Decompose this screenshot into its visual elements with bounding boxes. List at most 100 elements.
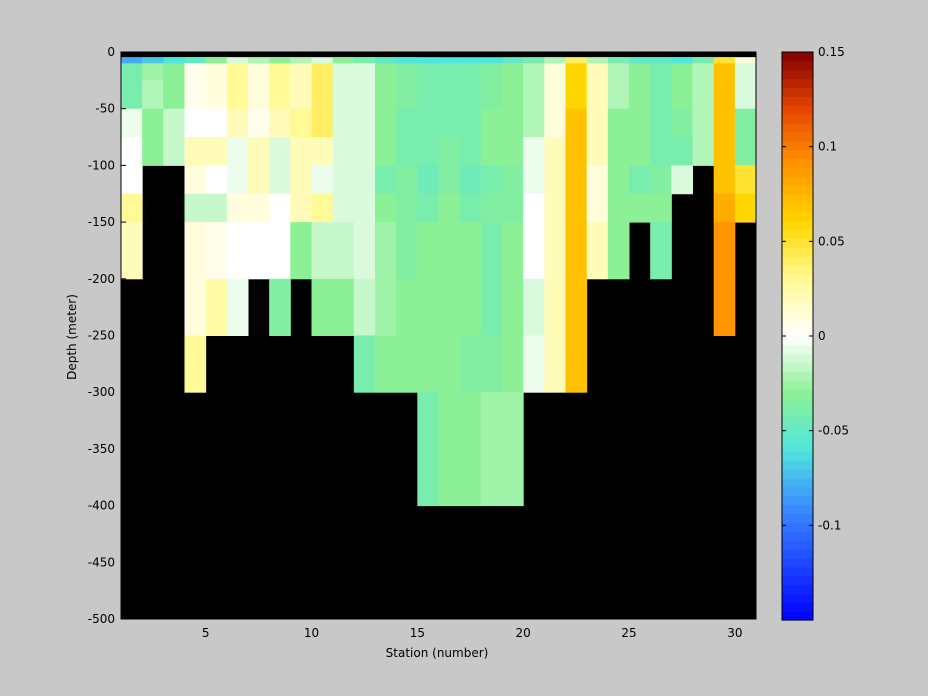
colorbar-swatch bbox=[782, 96, 813, 106]
colorbar-swatch bbox=[782, 451, 813, 461]
heatmap-cell bbox=[248, 193, 270, 223]
heatmap-cell bbox=[269, 222, 291, 280]
y-tick-label: 0 bbox=[107, 45, 115, 59]
heatmap-cell bbox=[523, 57, 545, 64]
heatmap-cell bbox=[734, 80, 757, 110]
heatmap-cell bbox=[586, 222, 609, 280]
heatmap-cell bbox=[332, 57, 355, 64]
heatmap-cell bbox=[396, 193, 418, 223]
heatmap-cell bbox=[502, 108, 524, 138]
heatmap-cell bbox=[269, 108, 291, 138]
heatmap-cell bbox=[713, 108, 736, 138]
heatmap-cell bbox=[290, 80, 312, 110]
heatmap-cell bbox=[353, 57, 376, 64]
colorbar-swatch bbox=[782, 300, 813, 310]
heatmap-cell bbox=[565, 63, 588, 81]
heatmap-cell bbox=[459, 335, 482, 393]
heatmap-cell bbox=[417, 108, 439, 138]
heatmap-cell bbox=[480, 335, 503, 393]
heatmap-cell bbox=[396, 80, 418, 110]
colorbar-swatch bbox=[782, 478, 813, 488]
heatmap-cell bbox=[459, 63, 482, 81]
heatmap-cell bbox=[438, 392, 461, 507]
heatmap-cell bbox=[713, 137, 736, 166]
x-tick-label: 25 bbox=[621, 626, 636, 640]
colorbar-swatch bbox=[782, 220, 813, 231]
heatmap-cell bbox=[565, 335, 588, 393]
heatmap-cell bbox=[290, 63, 312, 81]
heatmap-cell bbox=[311, 80, 334, 110]
heatmap-cell bbox=[713, 278, 736, 336]
colorbar-ticks: 0.15 0.1 0.05 0 -0.05 -0.1 bbox=[782, 45, 849, 532]
heatmap-cell bbox=[438, 222, 461, 280]
heatmap-cell bbox=[184, 63, 207, 81]
heatmap-cell bbox=[375, 278, 397, 336]
colorbar-swatch bbox=[782, 593, 813, 603]
heatmap-cell bbox=[671, 165, 693, 195]
colorbar-swatch bbox=[782, 185, 813, 195]
heatmap-cell bbox=[650, 108, 672, 138]
heatmap-cell bbox=[269, 80, 291, 110]
heatmap-cell bbox=[205, 193, 228, 223]
colorbar-swatch bbox=[782, 256, 813, 266]
heatmap-cell bbox=[142, 108, 164, 138]
heatmap-cell bbox=[671, 57, 693, 64]
heatmap-cell bbox=[650, 80, 672, 110]
colorbar-swatch bbox=[782, 114, 813, 124]
colorbar-tick-label: -0.1 bbox=[818, 518, 841, 532]
heatmap-cell bbox=[269, 137, 291, 166]
heatmap-cell bbox=[311, 57, 334, 64]
heatmap-cell bbox=[184, 108, 207, 138]
colorbar-swatch bbox=[782, 123, 813, 133]
y-tick-label: -50 bbox=[95, 102, 115, 116]
colorbar-swatch bbox=[782, 398, 813, 408]
heatmap-cell bbox=[607, 193, 630, 223]
heatmap-cell bbox=[438, 335, 461, 393]
heatmap-cell bbox=[480, 80, 503, 110]
heatmap-cell bbox=[502, 222, 524, 280]
colorbar-tick-label: 0.1 bbox=[818, 140, 837, 154]
colorbar-swatch bbox=[782, 318, 813, 328]
heatmap-cell bbox=[311, 193, 334, 223]
heatmap-cell bbox=[713, 193, 736, 223]
heatmap-cell bbox=[692, 108, 715, 138]
heatmap-cell bbox=[290, 137, 312, 166]
heatmap-cell bbox=[629, 193, 651, 223]
heatmap-cell bbox=[734, 108, 757, 138]
heatmap-cell bbox=[205, 278, 228, 336]
colorbar-swatch bbox=[782, 194, 813, 204]
heatmap-cell bbox=[163, 57, 185, 64]
heatmap-cell bbox=[438, 108, 461, 138]
heatmap-cell bbox=[671, 108, 693, 138]
heatmap-cell bbox=[142, 57, 164, 64]
heatmap-cell bbox=[565, 278, 588, 336]
heatmap-cell bbox=[650, 165, 672, 195]
heatmap-cell bbox=[248, 222, 270, 280]
heatmap-cell bbox=[332, 108, 355, 138]
heatmap-cell bbox=[523, 63, 545, 81]
colorbar-swatch bbox=[782, 495, 813, 506]
y-tick-label: -300 bbox=[88, 385, 115, 399]
y-axis-label: Depth (meter) bbox=[65, 294, 79, 380]
heatmap-cell bbox=[480, 57, 503, 64]
colorbar-swatch bbox=[782, 105, 813, 115]
heatmap-cell bbox=[586, 57, 609, 64]
heatmap-cell bbox=[332, 278, 355, 336]
heatmap-cell bbox=[417, 278, 439, 336]
heatmap-cell bbox=[396, 335, 418, 393]
y-tick-label: -250 bbox=[88, 329, 115, 343]
heatmap-cell bbox=[248, 137, 270, 166]
heatmap-cell bbox=[586, 63, 609, 81]
heatmap-cell bbox=[332, 63, 355, 81]
heatmap-cell bbox=[734, 63, 757, 81]
heatmap-cell bbox=[607, 57, 630, 64]
colorbar-swatch bbox=[782, 140, 813, 151]
heatmap-cell bbox=[480, 193, 503, 223]
heatmap-cell bbox=[163, 137, 185, 166]
heatmap-cell bbox=[565, 108, 588, 138]
heatmap-cell bbox=[121, 63, 143, 81]
colorbar-swatch bbox=[782, 265, 813, 275]
heatmap-cell bbox=[544, 278, 566, 336]
heatmap-cell bbox=[226, 165, 249, 195]
heatmap-cell bbox=[438, 165, 461, 195]
